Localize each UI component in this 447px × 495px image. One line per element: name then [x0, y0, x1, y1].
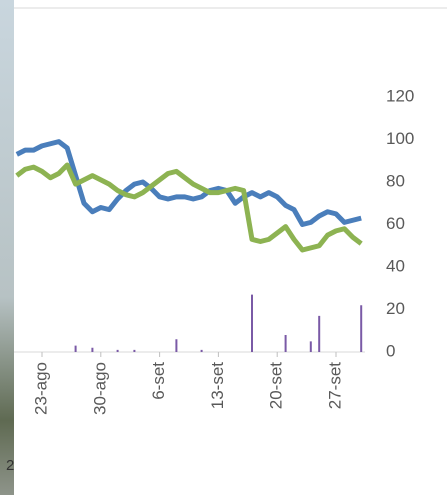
bar: [318, 315, 321, 352]
x-tick-label: 6-set: [149, 362, 168, 400]
x-tick-label: 27-set: [325, 362, 344, 410]
bar: [360, 305, 363, 352]
y-tick-label: 80: [386, 171, 405, 190]
bar: [175, 339, 178, 352]
background-strip: [0, 0, 14, 495]
bar: [133, 349, 136, 352]
bar: [309, 341, 312, 352]
x-tick-label: 20-set: [267, 362, 286, 410]
y-tick-label: 40: [386, 256, 405, 275]
bar: [200, 349, 203, 352]
y-tick-label: 120: [386, 86, 414, 105]
corner-text: 2: [6, 457, 14, 474]
y-tick-label: 20: [386, 299, 405, 318]
y-tick-label: 60: [386, 214, 405, 233]
x-tick-label: 13-set: [208, 362, 227, 410]
y-tick-label: 100: [386, 129, 414, 148]
bar: [91, 347, 94, 352]
bar: [251, 294, 253, 352]
x-tick-label: 23-ago: [31, 362, 50, 415]
y-tick-label: 0: [386, 341, 395, 360]
x-tick-label: 30-ago: [90, 362, 109, 415]
bar: [116, 349, 119, 352]
line-series: [15, 139, 362, 227]
bar: [74, 345, 77, 352]
bar: [284, 335, 287, 352]
line-series: [15, 162, 363, 253]
